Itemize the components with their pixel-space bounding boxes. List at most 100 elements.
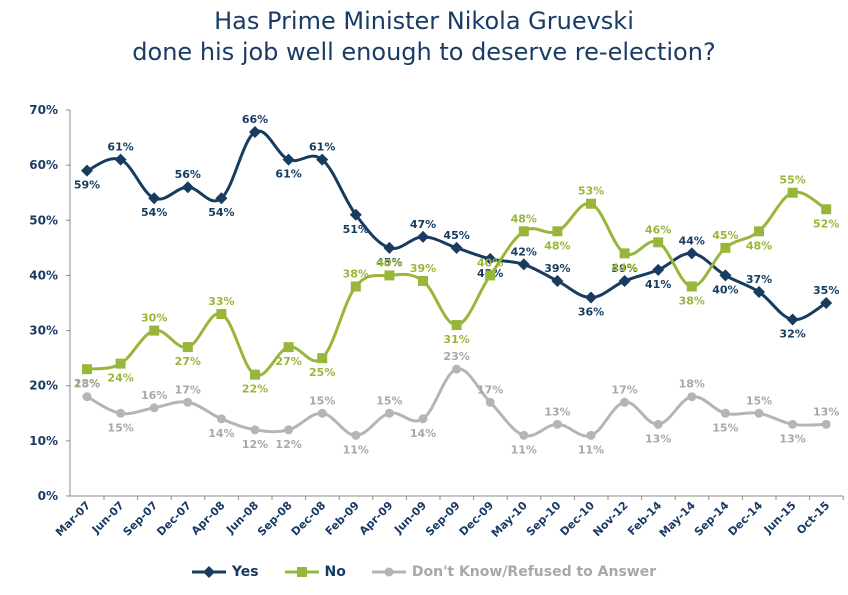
y-tick-label: 20% bbox=[29, 379, 58, 393]
data-point-no bbox=[82, 364, 92, 375]
data-point-yes bbox=[282, 153, 295, 166]
data-label: 12% bbox=[242, 438, 268, 451]
data-label: 13% bbox=[544, 405, 570, 418]
data-point-yes bbox=[215, 192, 228, 205]
x-tick-label: Jun-15 bbox=[761, 499, 799, 537]
data-point-yes bbox=[450, 241, 463, 254]
data-point-dont-know bbox=[485, 397, 495, 407]
data-label: 31% bbox=[443, 333, 469, 346]
x-tick-label: Sep-08 bbox=[255, 499, 295, 539]
data-point-no bbox=[619, 248, 630, 259]
data-label: 13% bbox=[813, 405, 839, 418]
legend-item-2: Don't Know/Refused to Answer bbox=[371, 564, 656, 580]
data-point-yes bbox=[551, 274, 564, 287]
chart-title-line-1: Has Prime Minister Nikola Gruevski bbox=[214, 7, 634, 35]
x-tick-label: May-14 bbox=[657, 499, 698, 540]
data-label: 56% bbox=[175, 168, 201, 181]
data-point-dont-know bbox=[351, 430, 361, 440]
data-label: 40% bbox=[376, 256, 402, 269]
data-label: 33% bbox=[208, 295, 234, 308]
x-tick-label: Sep-10 bbox=[524, 499, 564, 539]
data-point-dont-know bbox=[317, 408, 327, 418]
data-label: 61% bbox=[309, 141, 335, 154]
x-tick-label: Nov-12 bbox=[591, 499, 631, 539]
data-label: 54% bbox=[208, 206, 234, 219]
data-label: 53% bbox=[578, 185, 604, 198]
data-label: 17% bbox=[611, 383, 637, 396]
line-chart: 0%10%20%30%40%50%60%70%Mar-07Jun-07Sep-0… bbox=[29, 103, 844, 540]
data-label: 39% bbox=[410, 262, 436, 275]
data-label: 30% bbox=[141, 312, 167, 325]
data-label: 15% bbox=[746, 394, 772, 407]
x-tick-label: May-10 bbox=[489, 499, 530, 540]
data-label: 40% bbox=[712, 283, 738, 296]
legend-swatch bbox=[191, 566, 226, 578]
x-tick-label: Oct-15 bbox=[794, 499, 832, 537]
data-point-yes bbox=[517, 258, 530, 271]
data-label: 24% bbox=[107, 372, 133, 385]
data-point-dont-know bbox=[586, 430, 596, 440]
data-label: 36% bbox=[578, 305, 604, 318]
data-point-dont-know bbox=[82, 392, 92, 402]
data-label: 46% bbox=[645, 223, 671, 236]
data-label: 54% bbox=[141, 206, 167, 219]
data-point-no bbox=[384, 270, 395, 281]
data-label: 44% bbox=[611, 261, 637, 274]
data-label: 48% bbox=[544, 239, 570, 252]
data-label: 25% bbox=[309, 366, 335, 379]
data-point-dont-know bbox=[116, 408, 126, 418]
data-label: 45% bbox=[443, 229, 469, 242]
y-tick-label: 0% bbox=[38, 489, 58, 503]
x-tick-label: Apr-09 bbox=[357, 499, 396, 538]
x-tick-label: Dec-08 bbox=[289, 499, 329, 539]
y-tick-label: 60% bbox=[29, 158, 58, 172]
data-point-yes bbox=[820, 297, 833, 309]
data-label: 52% bbox=[813, 217, 839, 230]
data-label: 11% bbox=[343, 443, 369, 456]
data-point-dont-know bbox=[384, 408, 394, 418]
data-point-yes bbox=[417, 230, 429, 243]
chart-title: Has Prime Minister Nikola Gruevski done … bbox=[0, 6, 848, 68]
data-label: 59% bbox=[74, 179, 100, 192]
data-label: 41% bbox=[645, 278, 671, 291]
x-tick-label: Dec-10 bbox=[558, 499, 598, 539]
data-label: 27% bbox=[275, 355, 301, 368]
data-point-yes bbox=[585, 291, 597, 304]
legend-swatch bbox=[284, 567, 319, 577]
data-point-no bbox=[115, 358, 126, 369]
data-point-dont-know bbox=[821, 419, 831, 429]
x-tick-label: Feb-09 bbox=[323, 499, 362, 538]
data-label: 23% bbox=[74, 377, 100, 390]
data-label: 11% bbox=[511, 443, 537, 456]
data-point-yes bbox=[484, 252, 497, 265]
data-label: 55% bbox=[779, 174, 805, 187]
data-point-dont-know bbox=[216, 414, 226, 424]
data-point-no bbox=[250, 369, 260, 380]
data-label: 15% bbox=[376, 394, 402, 407]
data-label: 32% bbox=[779, 328, 805, 341]
data-point-yes bbox=[786, 313, 799, 326]
data-label: 17% bbox=[175, 383, 201, 396]
data-point-no bbox=[720, 242, 731, 253]
legend-swatch bbox=[371, 567, 406, 577]
data-label: 61% bbox=[275, 168, 301, 181]
y-tick-label: 10% bbox=[29, 434, 58, 448]
data-point-dont-know bbox=[552, 419, 562, 429]
data-point-no bbox=[216, 309, 227, 320]
data-point-dont-know bbox=[183, 397, 193, 407]
data-label: 66% bbox=[242, 113, 268, 126]
data-point-no bbox=[552, 226, 563, 237]
data-point-no bbox=[821, 204, 832, 215]
data-point-no bbox=[686, 281, 697, 292]
x-tick-label: Sep-07 bbox=[121, 499, 161, 539]
data-point-no bbox=[182, 342, 193, 353]
data-point-yes bbox=[349, 208, 362, 221]
legend-label: Yes bbox=[231, 564, 259, 580]
data-point-dont-know bbox=[519, 430, 529, 440]
x-tick-label: Sep-14 bbox=[692, 499, 732, 539]
data-point-yes bbox=[148, 192, 161, 205]
data-label: 37% bbox=[746, 273, 772, 286]
data-point-dont-know bbox=[149, 403, 159, 413]
y-tick-label: 40% bbox=[29, 268, 58, 282]
data-point-no bbox=[485, 270, 496, 281]
